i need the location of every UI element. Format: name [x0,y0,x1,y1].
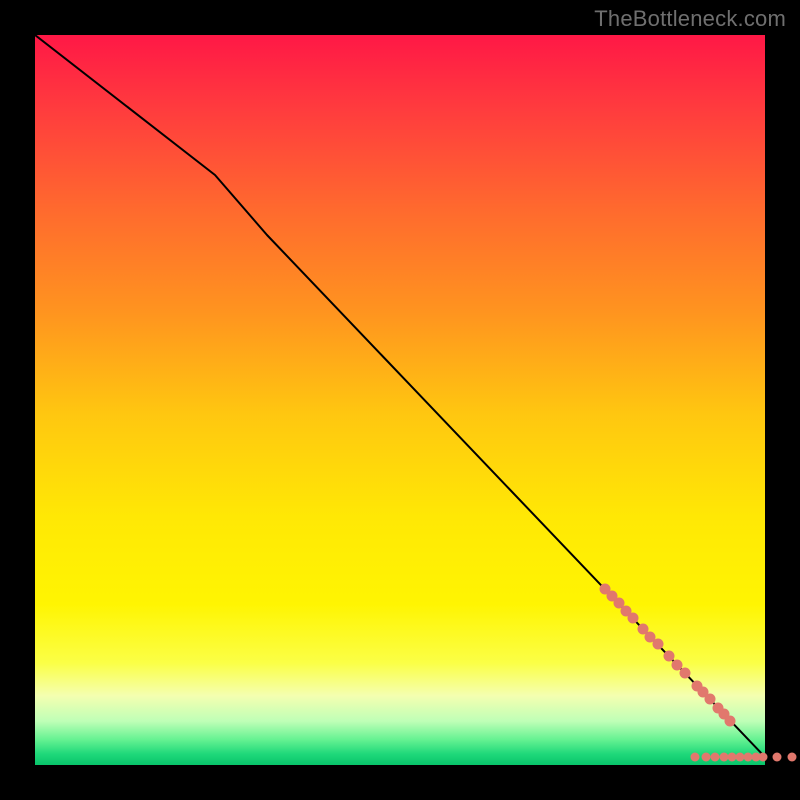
marker-dot [653,639,664,650]
marker-dot [680,668,691,679]
baseline-dot [759,753,768,762]
chart-stage: TheBottleneck.com [0,0,800,800]
marker-dot [664,651,675,662]
baseline-dot [744,753,753,762]
baseline-dot [788,753,797,762]
baseline-dot [720,753,729,762]
chart-svg [0,0,800,800]
baseline-dot [736,753,745,762]
baseline-dot [773,753,782,762]
baseline-dot [702,753,711,762]
watermark-text: TheBottleneck.com [594,6,786,32]
plot-background [35,35,765,765]
baseline-dot [711,753,720,762]
baseline-dot [691,753,700,762]
baseline-dot [728,753,737,762]
marker-dot [705,694,716,705]
marker-dot [725,716,736,727]
marker-dot [672,660,683,671]
marker-dot [628,613,639,624]
